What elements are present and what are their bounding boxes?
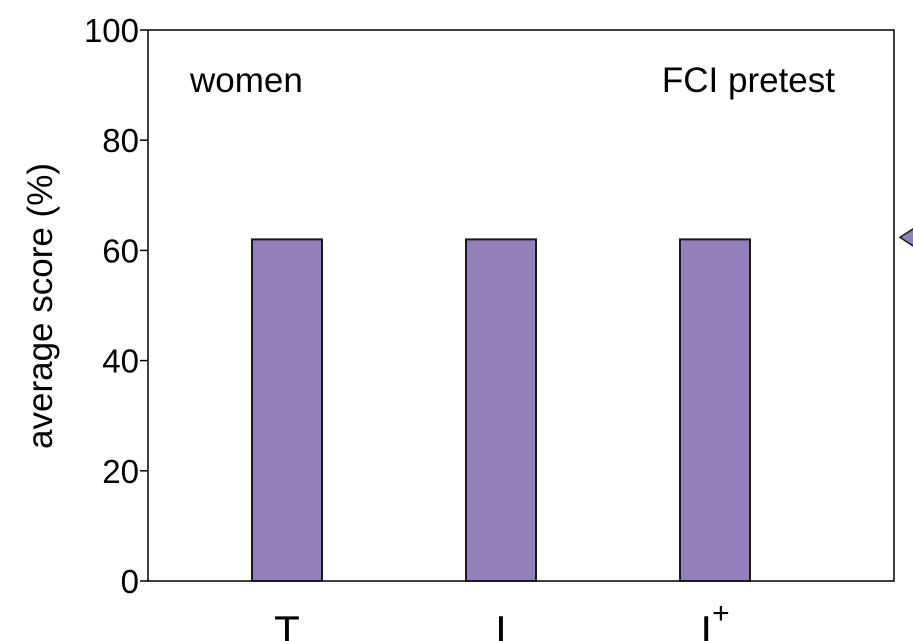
bar-t [251,238,323,582]
x-category-label: I [495,607,507,641]
value-marker [898,228,913,247]
y-tick-label: 60 [102,232,139,269]
x-labels: T I I+ [274,597,729,641]
pointer-triangle-icon [898,228,913,247]
bar-i [465,238,537,582]
group-annotation: women [189,61,303,100]
y-tick-label: 40 [102,343,139,380]
y-tick-label: 20 [102,453,139,490]
y-tick-label: 0 [121,563,139,600]
y-tick-label: 80 [102,122,139,159]
y-tick-label: 100 [84,12,139,49]
x-category-label: I+ [700,597,729,641]
x-category-label: T [274,607,300,641]
bar-i-plus [679,238,751,582]
test-annotation: FCI pretest [662,61,835,100]
y-ticks: 0 20 40 60 80 100 [84,12,148,600]
y-axis-label: average score (%) [21,163,60,449]
bars [251,238,751,582]
